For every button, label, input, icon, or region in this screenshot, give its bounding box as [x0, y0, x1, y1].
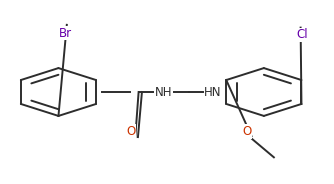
Text: NH: NH — [155, 86, 172, 98]
Text: O: O — [126, 125, 136, 138]
Text: Cl: Cl — [297, 29, 308, 41]
Text: HN: HN — [204, 86, 222, 98]
Text: O: O — [242, 125, 252, 138]
Text: Br: Br — [58, 27, 72, 40]
